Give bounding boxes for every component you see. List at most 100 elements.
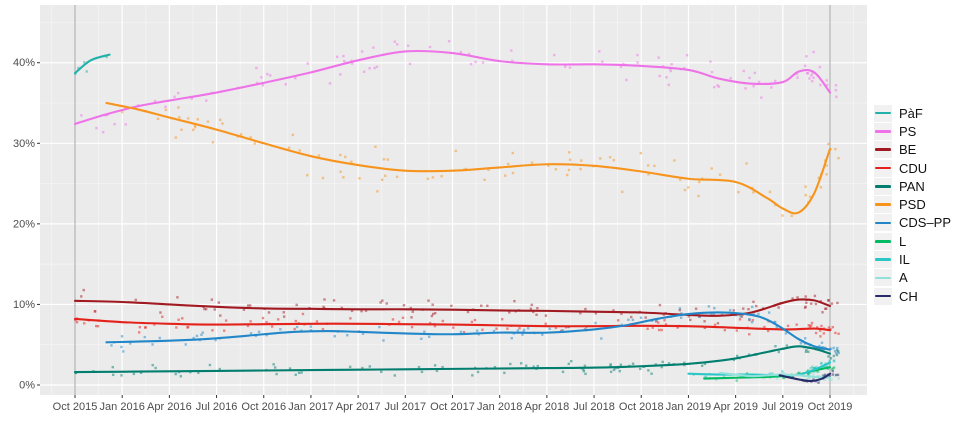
legend-label: L bbox=[899, 233, 907, 249]
poll-dot-PS bbox=[717, 85, 721, 88]
poll-dot-PSD bbox=[530, 161, 534, 164]
poll-dot-BE bbox=[732, 309, 735, 312]
poll-dot-BE bbox=[159, 311, 162, 314]
trend-line-CDU bbox=[73, 317, 832, 332]
poll-dot-CDU bbox=[276, 318, 280, 321]
poll-dot-BE bbox=[742, 307, 745, 310]
x-tick-label: Jan 2016 bbox=[100, 401, 145, 413]
poll-dot-CH bbox=[828, 374, 831, 378]
poll-dot-PAN bbox=[509, 362, 512, 366]
poll-dot-PSD bbox=[287, 146, 291, 150]
poll-dot-PSD bbox=[752, 191, 755, 194]
poll-dot-CDU bbox=[223, 329, 226, 332]
poll-dot-PSD bbox=[156, 117, 160, 121]
legend-key bbox=[874, 159, 892, 177]
poll-dot-BE bbox=[332, 299, 336, 302]
poll-dot-CDU bbox=[713, 323, 717, 327]
poll-dot-PS bbox=[773, 79, 777, 83]
poll-dot-PS bbox=[564, 65, 567, 68]
trend-line-CH bbox=[778, 372, 832, 383]
poll-dot-CDU bbox=[651, 326, 654, 329]
poll-dot-CDS–PP bbox=[129, 342, 132, 345]
x-tick-label: Jan 2018 bbox=[477, 401, 522, 413]
poll-dot-CDU bbox=[810, 321, 814, 325]
poll-dot-PSD bbox=[639, 151, 643, 155]
poll-dot-BE bbox=[747, 308, 750, 311]
poll-dot-BE bbox=[431, 303, 434, 306]
poll-dot-CDS–PP bbox=[833, 349, 837, 353]
poll-dot-PS bbox=[153, 99, 157, 103]
poll-dot-PS bbox=[101, 130, 105, 134]
poll-dot-PàF bbox=[105, 55, 108, 59]
poll-dot-PSD bbox=[768, 190, 772, 194]
poll-dot-PS bbox=[266, 72, 269, 76]
poll-dot-PS bbox=[164, 105, 167, 109]
poll-dot-CDU bbox=[831, 325, 835, 329]
poll-dot-PAN bbox=[584, 372, 587, 376]
poll-dot-PSD bbox=[646, 164, 650, 167]
poll-dot-CH bbox=[836, 373, 840, 377]
poll-dot-BE bbox=[813, 294, 817, 298]
poll-dot-PAN bbox=[420, 370, 424, 374]
poll-dot-CDS–PP bbox=[594, 321, 597, 325]
poll-dot-CDU bbox=[410, 325, 414, 329]
poll-dot-PAN bbox=[609, 364, 612, 367]
poll-dot-PSD bbox=[386, 158, 390, 161]
poll-dot-BE bbox=[689, 318, 692, 322]
poll-dot-A bbox=[817, 374, 820, 378]
poll-dot-CDS–PP bbox=[382, 339, 385, 342]
poll-dot-CDU bbox=[814, 331, 818, 335]
poll-dot-PAN bbox=[120, 374, 123, 377]
poll-dot-BE bbox=[248, 304, 252, 307]
poll-dot-BE bbox=[579, 312, 582, 315]
poll-dot-PSD bbox=[440, 175, 443, 178]
poll-dot-CDS–PP bbox=[522, 328, 526, 332]
poll-dot-CDS–PP bbox=[249, 332, 253, 335]
poll-dot-CDU bbox=[315, 320, 319, 323]
poll-dot-CDU bbox=[554, 326, 558, 330]
poll-dot-PSD bbox=[291, 133, 295, 137]
poll-dot-IL bbox=[703, 375, 707, 379]
poll-dot-CH bbox=[824, 373, 827, 377]
poll-dot-CDU bbox=[816, 326, 819, 329]
poll-dot-A bbox=[820, 374, 824, 378]
poll-dot-PAN bbox=[582, 368, 585, 371]
poll-dot-CDU bbox=[181, 317, 184, 320]
poll-dot-PS bbox=[808, 77, 811, 80]
poll-dot-PAN bbox=[835, 349, 839, 352]
poll-dot-CDS–PP bbox=[151, 343, 154, 346]
poll-dot-PSD bbox=[817, 176, 820, 179]
poll-dot-BE bbox=[210, 298, 214, 301]
poll-dot-CDS–PP bbox=[627, 318, 630, 321]
poll-dot-BE bbox=[432, 312, 435, 316]
poll-dot-PAN bbox=[618, 369, 621, 373]
poll-dot-PSD bbox=[653, 164, 656, 168]
x-tick-label: Oct 2015 bbox=[53, 401, 98, 413]
legend-label: PS bbox=[899, 123, 917, 139]
y-tick-label: 30% bbox=[13, 138, 35, 150]
poll-dot-PSD bbox=[679, 178, 682, 181]
poll-dot-CDU bbox=[441, 319, 445, 323]
poll-dot-CDU bbox=[95, 324, 98, 328]
poll-dot-BE bbox=[821, 311, 824, 314]
poll-dot-CDU bbox=[246, 324, 250, 328]
poll-dot-CDU bbox=[506, 327, 509, 330]
x-tick-label: Apr 2018 bbox=[525, 401, 570, 413]
poll-dot-PAN bbox=[368, 365, 372, 368]
y-tick-label: 10% bbox=[13, 299, 35, 311]
poll-dot-CDS–PP bbox=[600, 337, 603, 340]
poll-dot-PSD bbox=[186, 117, 190, 120]
poll-dot-PAN bbox=[804, 350, 808, 353]
legend-item-L: L bbox=[874, 232, 951, 250]
poll-dot-PS bbox=[803, 64, 807, 67]
poll-dot-PS bbox=[685, 54, 689, 57]
poll-dot-L bbox=[830, 368, 834, 371]
legend-item-PSD: PSD bbox=[874, 195, 951, 214]
poll-dot-BE bbox=[409, 306, 412, 310]
poll-dot-PSD bbox=[511, 151, 514, 155]
poll-dot-BE bbox=[836, 301, 839, 305]
poll-dot-CDU bbox=[175, 326, 178, 329]
poll-dot-CDS–PP bbox=[257, 330, 261, 334]
poll-dot-CDU bbox=[397, 320, 401, 324]
